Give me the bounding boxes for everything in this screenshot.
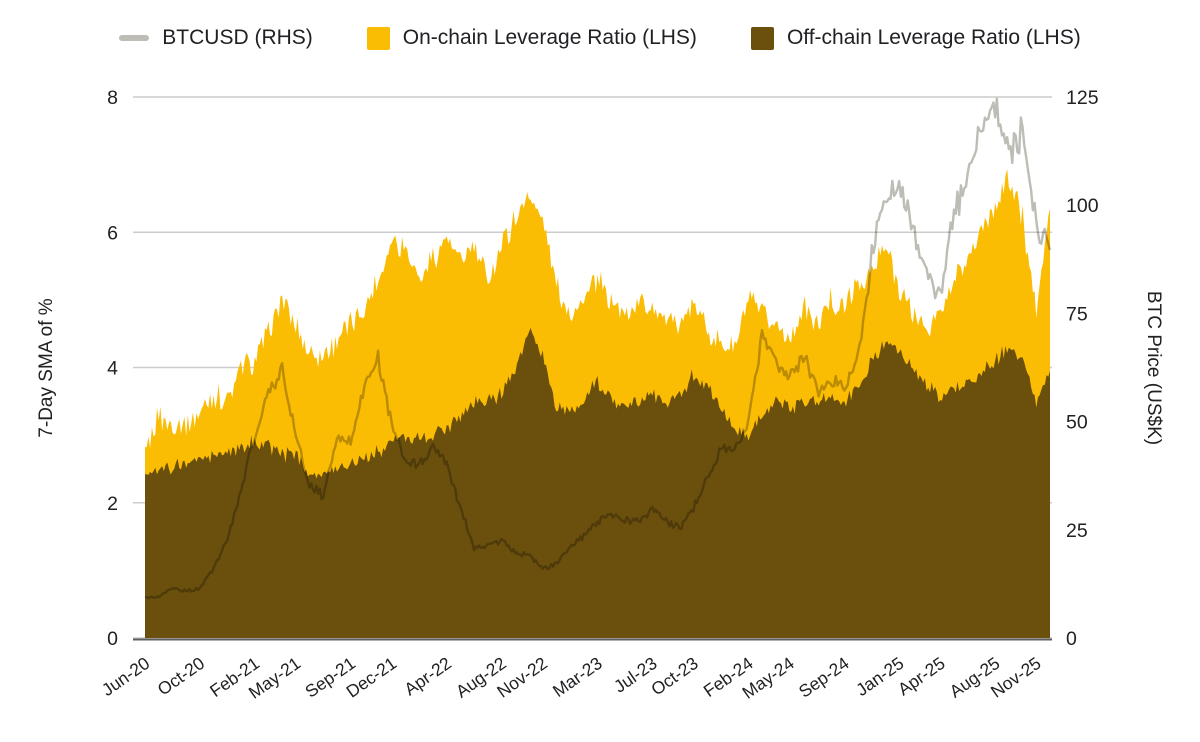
legend-item-onchain: On-chain Leverage Ratio (LHS) <box>366 26 697 50</box>
off-chain-area <box>145 327 1050 638</box>
x-tick-label: Apr-25 <box>894 653 949 700</box>
offchain-square-swatch-icon <box>750 26 774 50</box>
right-tick-label: 125 <box>1066 87 1099 109</box>
legend-item-btcusd: BTCUSD (RHS) <box>119 26 313 50</box>
legend-label-offchain: Off-chain Leverage Ratio (LHS) <box>786 26 1081 49</box>
legend-label-onchain: On-chain Leverage Ratio (LHS) <box>402 26 697 49</box>
right-tick-label: 50 <box>1066 412 1088 434</box>
x-tick-label: Oct-20 <box>154 653 209 700</box>
right-tick-label: 0 <box>1066 628 1077 650</box>
x-tick-label: Apr-22 <box>400 653 455 700</box>
x-tick-label: Mar-23 <box>549 653 606 701</box>
right-axis-title: BTC Price (US$K) <box>1143 290 1164 446</box>
right-tick-label: 75 <box>1066 303 1088 325</box>
left-axis-title: 7-Day SMA of % <box>36 298 57 438</box>
right-tick-label: 100 <box>1066 195 1099 217</box>
right-tick-label: 25 <box>1066 520 1088 542</box>
x-tick-label: Oct-23 <box>647 653 702 700</box>
left-tick-label: 6 <box>107 222 118 244</box>
legend: BTCUSD (RHS) On-chain Leverage Ratio (LH… <box>0 26 1200 50</box>
x-tick-label: Sep-24 <box>795 653 853 702</box>
x-tick-label: Jun-20 <box>98 653 154 700</box>
left-tick-label: 2 <box>107 493 118 515</box>
left-tick-label: 4 <box>107 358 118 380</box>
left-tick-label: 8 <box>107 87 118 109</box>
legend-label-btcusd: BTCUSD (RHS) <box>162 26 313 49</box>
legend-item-offchain: Off-chain Leverage Ratio (LHS) <box>750 26 1081 50</box>
x-tick-label: Jan-25 <box>852 653 907 700</box>
btc-line <box>144 97 1052 600</box>
left-tick-label: 0 <box>107 628 118 650</box>
btcusd-line-swatch-icon <box>119 35 150 41</box>
onchain-square-swatch-icon <box>366 26 390 50</box>
